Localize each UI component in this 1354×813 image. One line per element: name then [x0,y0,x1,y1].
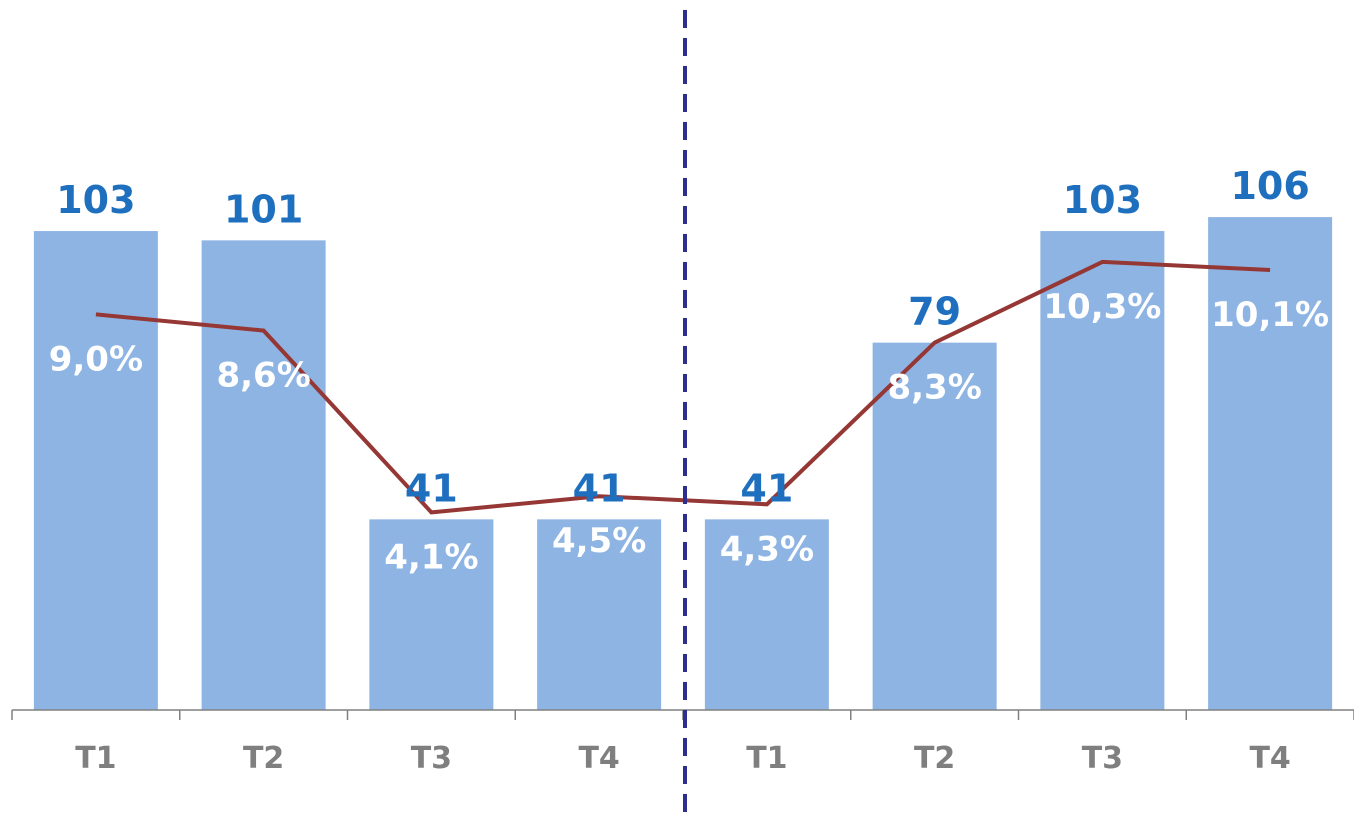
bar-value-label: 103 [56,178,135,222]
x-tick-label: T3 [1082,741,1123,776]
bar [537,519,662,710]
x-tick-label: T1 [746,741,787,776]
line-value-label: 9,0% [49,339,143,379]
labels-group: 103 101 41 41 41 79 103 106 9,0% 8,6% 4,1% 4,5% 4,3%… [49,164,1329,577]
bar-value-label: 41 [740,466,793,510]
line-value-label: 4,1% [384,537,478,577]
x-tick-label: T3 [411,741,452,776]
bar [1208,217,1333,710]
bar [704,519,829,710]
bar [369,519,494,710]
bars-group [33,217,1333,711]
bar [201,240,326,710]
bar [872,342,997,710]
bar [1040,231,1165,711]
x-tick-label: T1 [75,741,116,776]
x-tick-label: T2 [914,741,955,776]
bar [33,231,158,711]
line-value-label: 10,1% [1211,295,1329,335]
bar-value-label: 103 [1063,178,1142,222]
line-value-label: 4,3% [720,529,814,569]
x-tick-label: T4 [578,741,619,776]
x-tick-label: T2 [243,741,284,776]
line-value-label: 8,6% [216,356,310,396]
line-value-label: 10,3% [1043,287,1161,327]
line-value-label: 8,3% [887,368,981,408]
bar-value-label: 79 [908,290,961,334]
line-value-label: 4,5% [552,521,646,561]
bar-value-label: 41 [573,466,626,510]
x-tick-label: T4 [1249,741,1290,776]
bar-value-label: 101 [224,187,303,231]
bar-value-label: 106 [1230,164,1309,208]
bar-value-label: 41 [405,466,458,510]
